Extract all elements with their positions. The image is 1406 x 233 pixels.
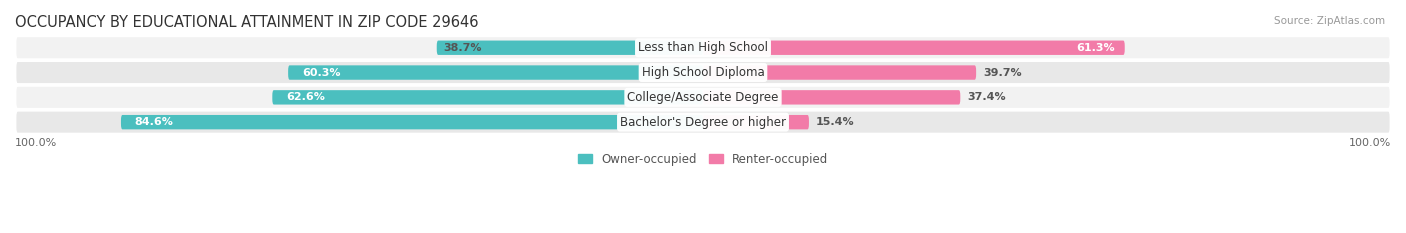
FancyBboxPatch shape — [121, 115, 703, 129]
FancyBboxPatch shape — [703, 115, 808, 129]
Legend: Owner-occupied, Renter-occupied: Owner-occupied, Renter-occupied — [572, 148, 834, 170]
Text: College/Associate Degree: College/Associate Degree — [627, 91, 779, 104]
FancyBboxPatch shape — [273, 90, 703, 105]
Text: High School Diploma: High School Diploma — [641, 66, 765, 79]
FancyBboxPatch shape — [288, 65, 703, 80]
Text: Source: ZipAtlas.com: Source: ZipAtlas.com — [1274, 16, 1385, 26]
FancyBboxPatch shape — [703, 90, 960, 105]
FancyBboxPatch shape — [703, 41, 1125, 55]
Text: 100.0%: 100.0% — [15, 137, 58, 147]
Text: 62.6%: 62.6% — [285, 92, 325, 102]
Text: OCCUPANCY BY EDUCATIONAL ATTAINMENT IN ZIP CODE 29646: OCCUPANCY BY EDUCATIONAL ATTAINMENT IN Z… — [15, 15, 478, 30]
Text: 15.4%: 15.4% — [815, 117, 855, 127]
FancyBboxPatch shape — [15, 36, 1391, 60]
Text: 39.7%: 39.7% — [983, 68, 1022, 78]
Text: Less than High School: Less than High School — [638, 41, 768, 54]
Text: 61.3%: 61.3% — [1076, 43, 1115, 53]
FancyBboxPatch shape — [703, 65, 976, 80]
Text: 38.7%: 38.7% — [444, 43, 482, 53]
FancyBboxPatch shape — [15, 86, 1391, 109]
Text: 60.3%: 60.3% — [302, 68, 340, 78]
FancyBboxPatch shape — [15, 61, 1391, 84]
Text: 84.6%: 84.6% — [135, 117, 173, 127]
Text: Bachelor's Degree or higher: Bachelor's Degree or higher — [620, 116, 786, 129]
Text: 100.0%: 100.0% — [1348, 137, 1391, 147]
FancyBboxPatch shape — [15, 110, 1391, 134]
Text: 37.4%: 37.4% — [967, 92, 1005, 102]
FancyBboxPatch shape — [437, 41, 703, 55]
